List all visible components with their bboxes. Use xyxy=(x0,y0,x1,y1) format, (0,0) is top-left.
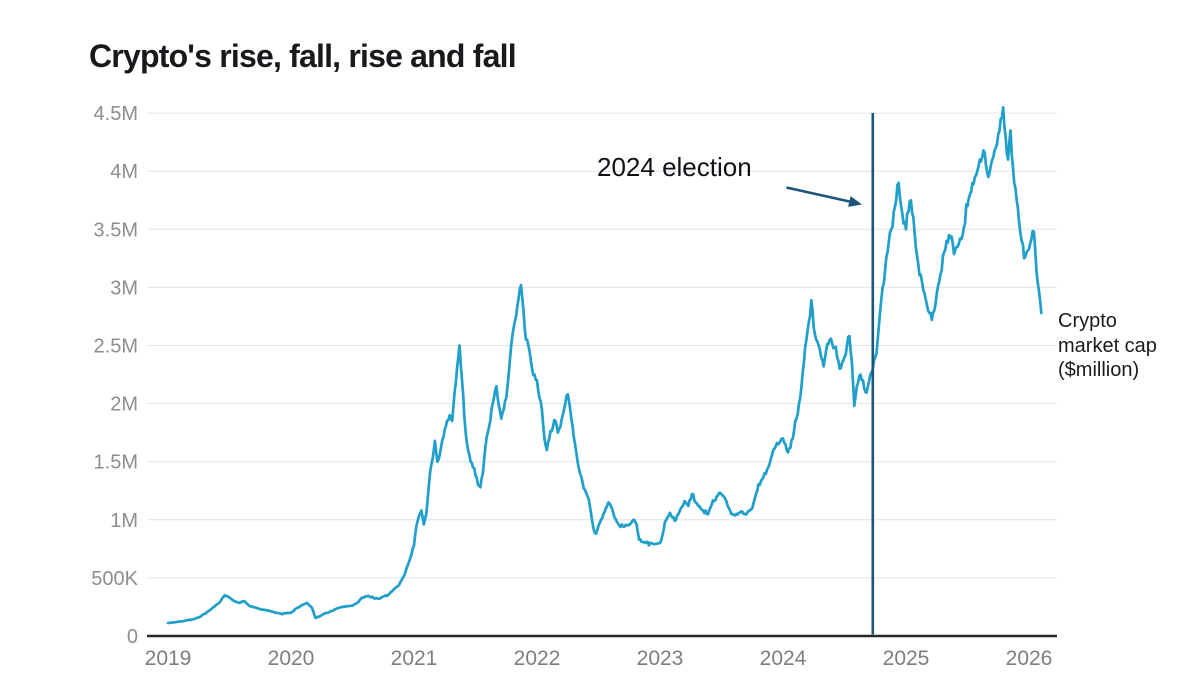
x-tick-label: 2021 xyxy=(391,647,438,670)
y-tick-label: 3M xyxy=(110,277,138,299)
y-tick-label: 1M xyxy=(110,510,138,532)
series-line xyxy=(166,105,1043,625)
x-tick-label: 2020 xyxy=(268,647,315,670)
y-tick-label: 0 xyxy=(127,626,138,648)
election-annotation-label: 2024 election xyxy=(597,152,752,182)
y-tick-label: 4M xyxy=(110,161,138,183)
x-tick-label: 2026 xyxy=(1006,647,1053,670)
election-arrow-icon xyxy=(786,186,862,207)
x-axis-labels: 2019 2020 2021 2022 2023 2024 2025 2026 xyxy=(145,647,1053,670)
x-tick-label: 2025 xyxy=(883,647,930,670)
x-tick-label: 2019 xyxy=(145,647,192,670)
y-axis-labels: 0 500K 1M 1.5M 2M 2.5M 3M 3.5M 4M 4.5M xyxy=(91,103,138,648)
chart-title: Crypto's rise, fall, rise and fall xyxy=(89,38,517,74)
y-tick-label: 2M xyxy=(110,394,138,416)
series-end-label: Crypto market cap ($million) xyxy=(1058,310,1157,381)
y-tick-label: 3.5M xyxy=(94,219,138,241)
y-tick-label: 500K xyxy=(91,568,138,590)
x-tick-label: 2022 xyxy=(514,647,561,670)
x-tick-label: 2024 xyxy=(760,647,807,670)
y-tick-label: 2.5M xyxy=(94,336,138,358)
crypto-market-cap-line xyxy=(166,105,1043,625)
y-tick-label: 4.5M xyxy=(94,103,138,125)
y-tick-label: 1.5M xyxy=(94,452,138,474)
x-tick-label: 2023 xyxy=(637,647,684,670)
